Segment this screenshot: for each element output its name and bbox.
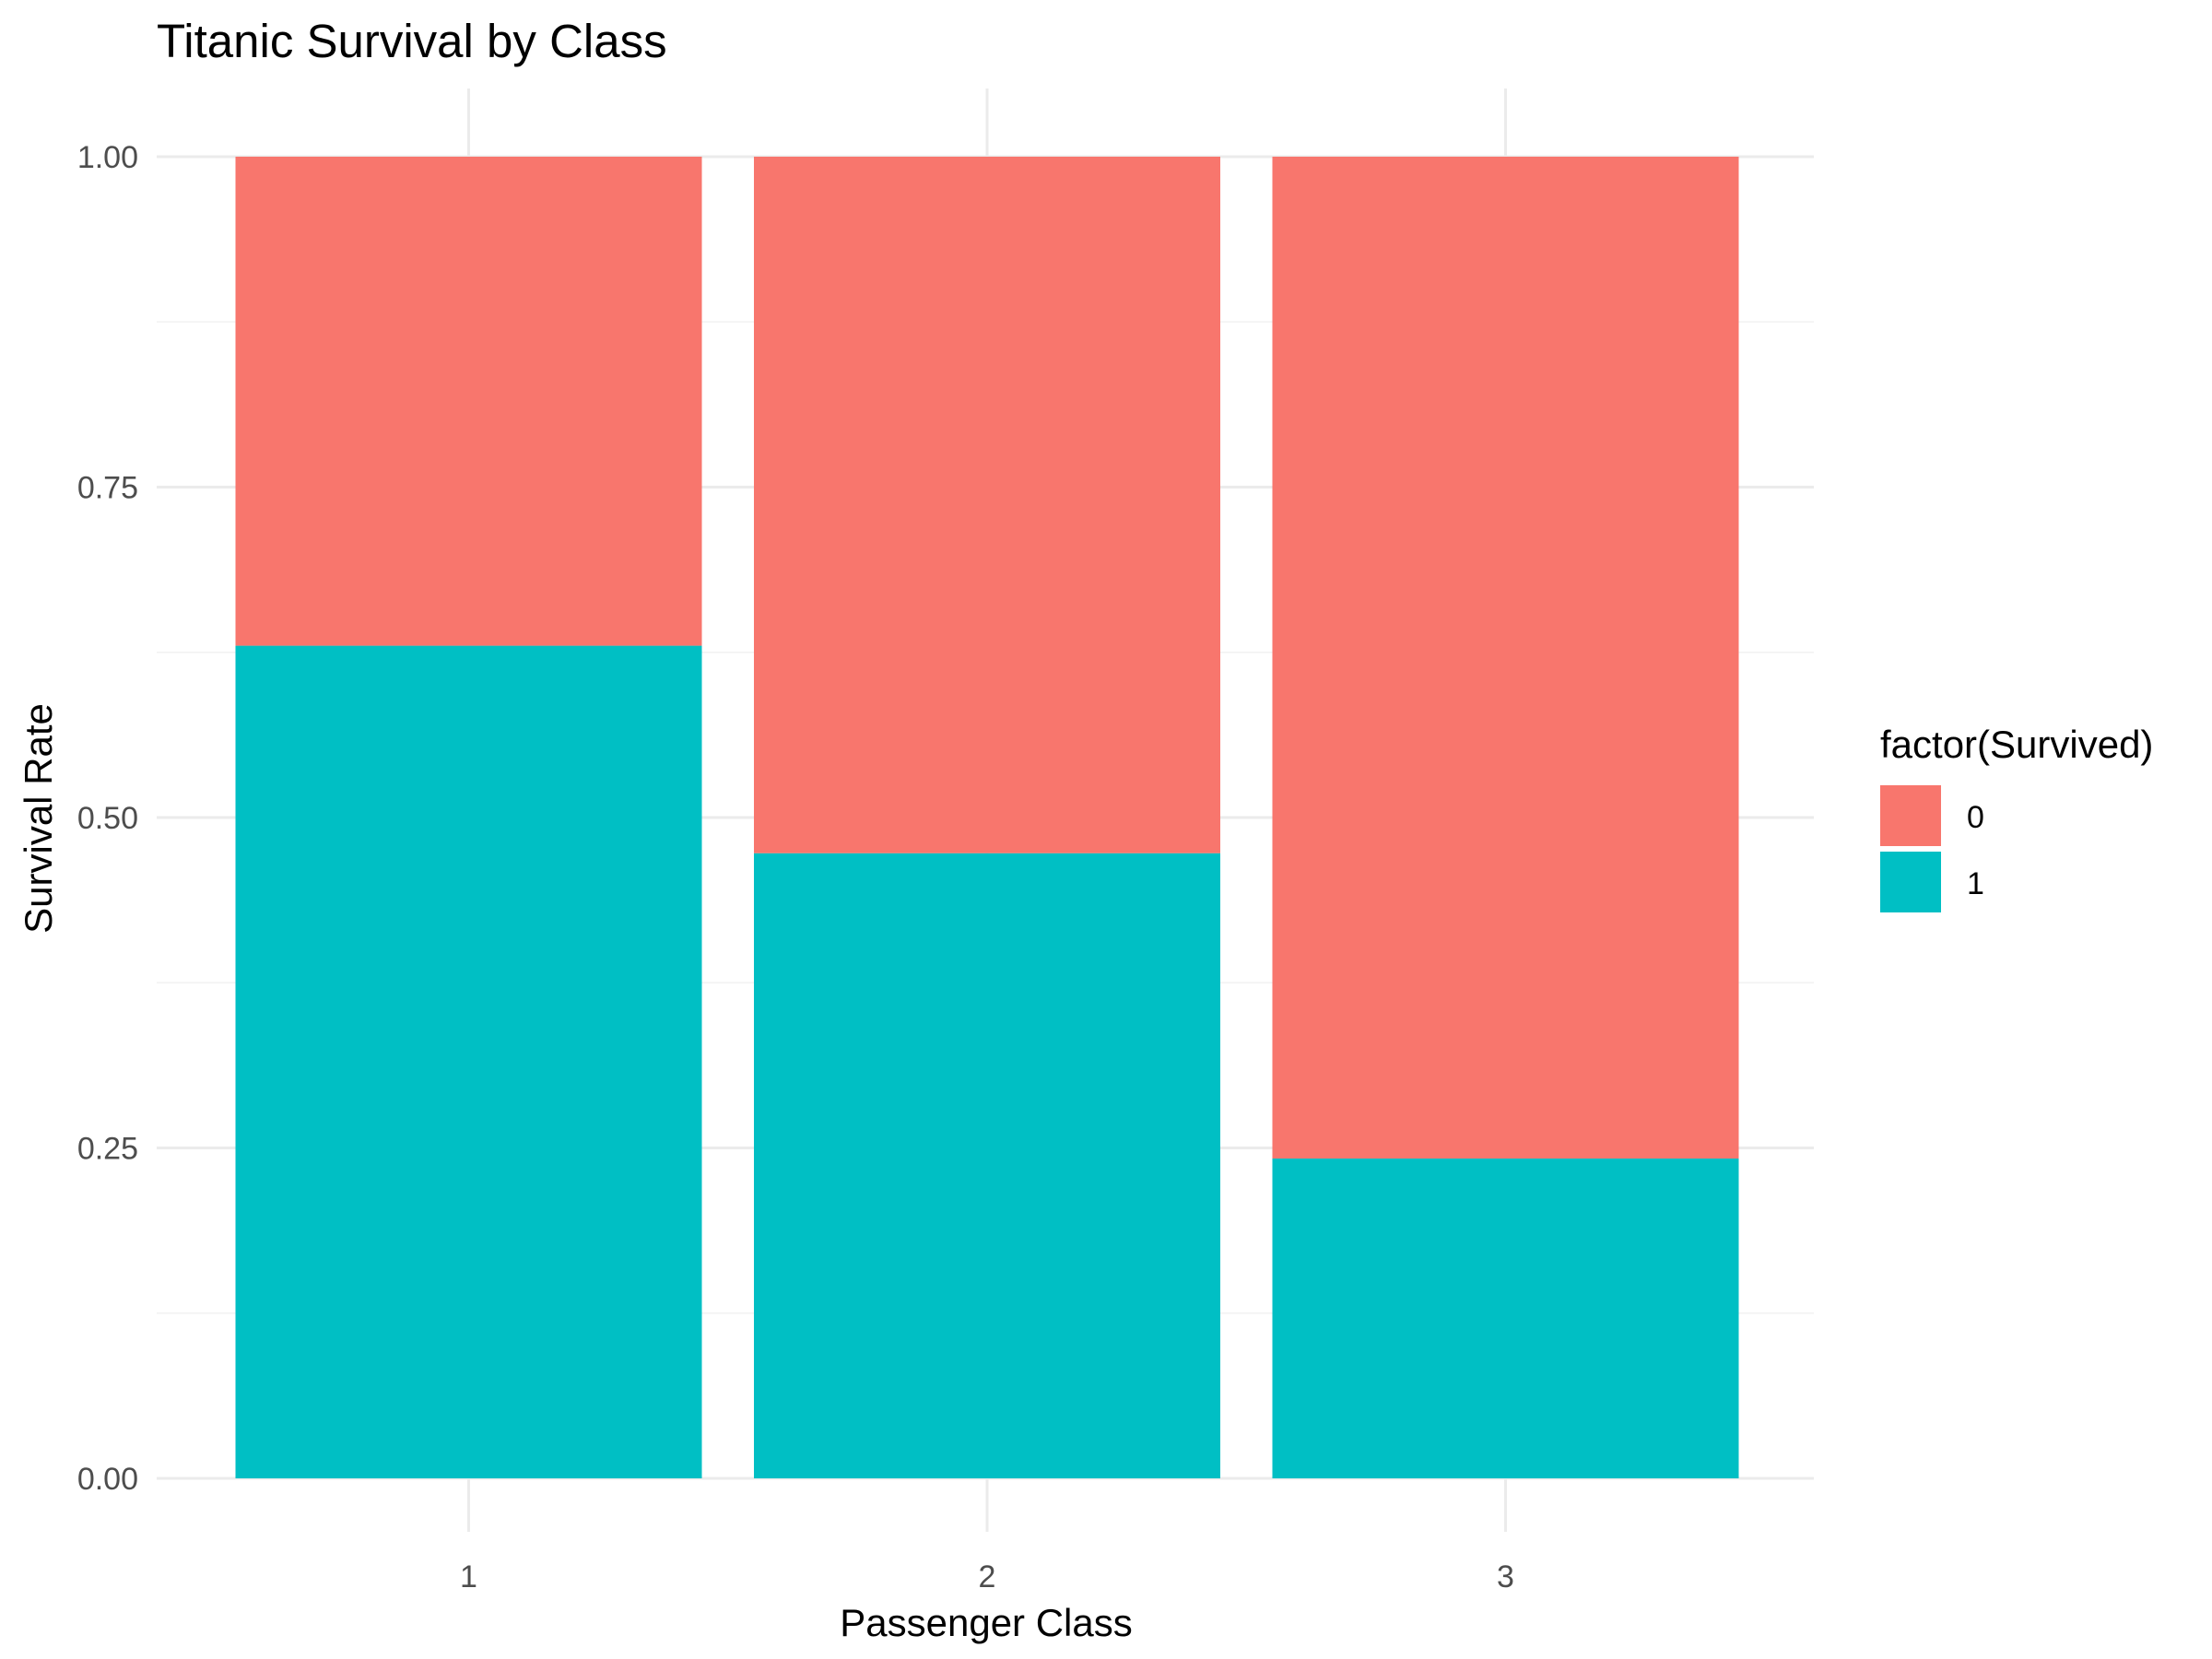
bars [235,157,1739,1478]
y-tick-label: 0.25 [77,1132,138,1167]
legend-label-1: 1 [1967,866,1984,901]
legend-label-0: 0 [1967,800,1984,835]
legend-key-0 [1880,785,1941,846]
bar-class-3-survived-0 [1272,157,1739,1159]
bar-class-1-survived-0 [235,157,702,646]
y-tick-label: 0.00 [77,1462,138,1497]
x-axis-title: Passenger Class [840,1601,1132,1644]
y-tick-label: 0.50 [77,801,138,836]
legend: factor(Survived) 01 [1880,723,2153,912]
x-tick-label: 2 [979,1559,996,1594]
y-axis-title: Survival Rate [17,703,60,934]
axis-ticks: 0.00 0.25 0.50 0.75 1.00 1 2 3 [77,140,1514,1594]
bar-class-3-survived-1 [1272,1158,1739,1478]
bar-class-2-survived-0 [754,157,1220,853]
legend-items: 01 [1880,785,1984,912]
y-tick-label: 0.75 [77,471,138,506]
y-tick-label: 1.00 [77,140,138,175]
legend-key-1 [1880,852,1941,912]
legend-title: factor(Survived) [1880,723,2153,766]
x-tick-label: 1 [460,1559,477,1594]
chart-title: Titanic Survival by Class [157,15,667,67]
x-tick-label: 3 [1497,1559,1514,1594]
bar-class-1-survived-1 [235,645,702,1478]
bar-class-2-survived-1 [754,853,1220,1478]
